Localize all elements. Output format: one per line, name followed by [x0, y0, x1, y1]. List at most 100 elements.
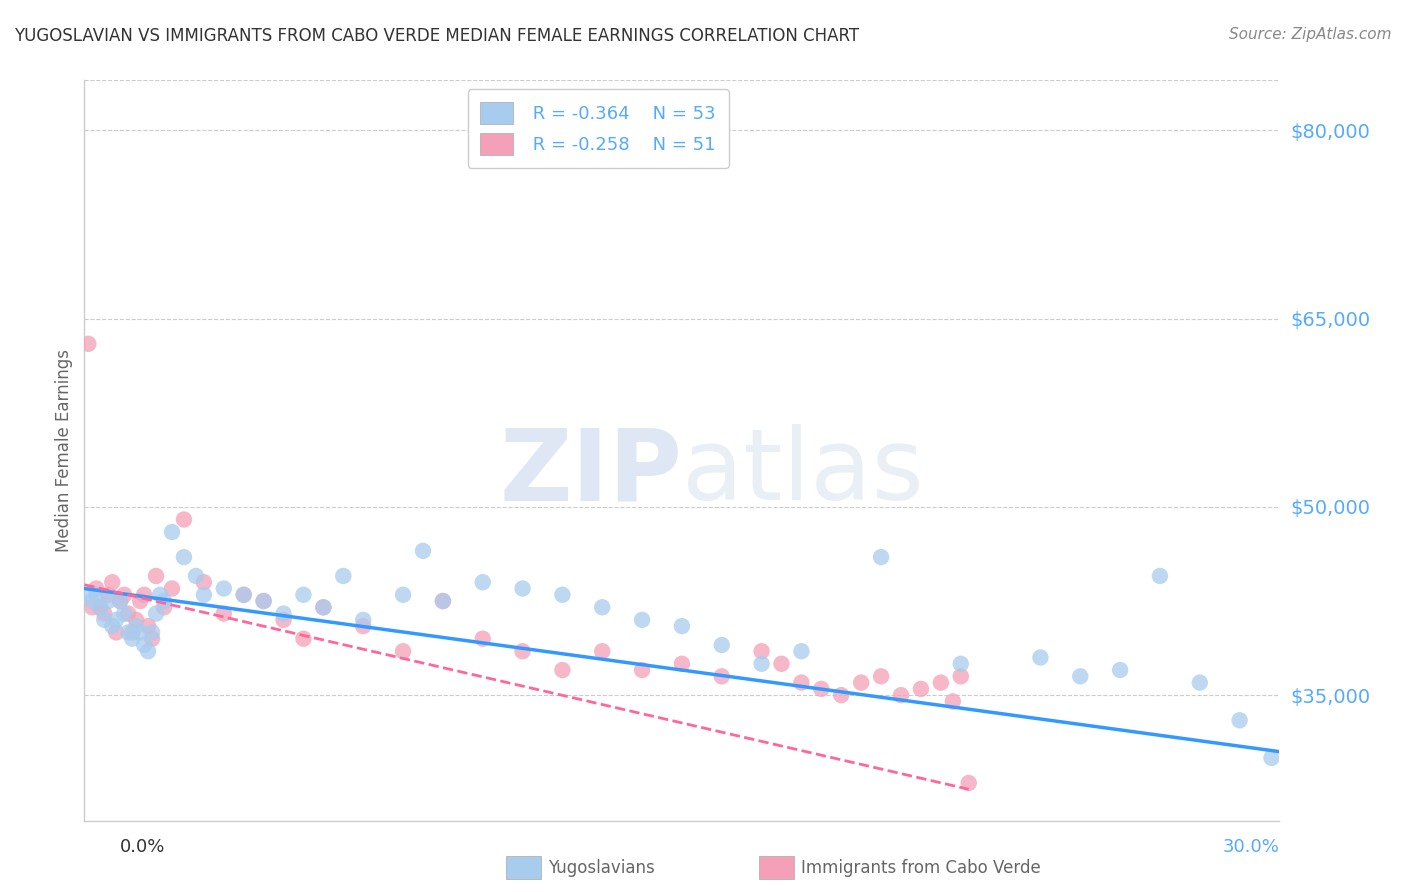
- Point: [957, 776, 980, 790]
- Point: [1149, 569, 1171, 583]
- Point: [101, 619, 124, 633]
- Point: [149, 588, 172, 602]
- Text: ZIP: ZIP: [499, 425, 682, 521]
- Point: [77, 336, 100, 351]
- Text: Immigrants from Cabo Verde: Immigrants from Cabo Verde: [801, 859, 1042, 877]
- Point: [77, 588, 100, 602]
- Text: Yugoslavians: Yugoslavians: [548, 859, 655, 877]
- Point: [117, 607, 139, 621]
- Point: [551, 663, 574, 677]
- Point: [1109, 663, 1132, 677]
- Point: [121, 632, 143, 646]
- Point: [1188, 675, 1211, 690]
- Point: [105, 613, 128, 627]
- Point: [273, 607, 295, 621]
- Text: 0.0%: 0.0%: [120, 838, 165, 856]
- Point: [184, 569, 207, 583]
- Point: [132, 638, 156, 652]
- Point: [929, 675, 952, 690]
- Point: [671, 657, 693, 671]
- Y-axis label: Median Female Earnings: Median Female Earnings: [55, 349, 73, 552]
- Point: [432, 594, 454, 608]
- Point: [671, 619, 693, 633]
- Point: [125, 613, 148, 627]
- Point: [790, 675, 813, 690]
- Point: [512, 582, 534, 596]
- Point: [512, 644, 534, 658]
- Point: [631, 613, 654, 627]
- Point: [129, 625, 152, 640]
- Point: [292, 632, 315, 646]
- Point: [136, 619, 159, 633]
- Point: [86, 588, 108, 602]
- Point: [551, 588, 574, 602]
- Point: [160, 582, 183, 596]
- Point: [949, 657, 972, 671]
- Point: [86, 582, 108, 596]
- Point: [631, 663, 654, 677]
- Point: [110, 594, 132, 608]
- Point: [82, 600, 104, 615]
- Point: [232, 588, 254, 602]
- Point: [352, 619, 374, 633]
- Point: [145, 569, 167, 583]
- Point: [89, 600, 111, 615]
- Point: [770, 657, 793, 671]
- Point: [160, 524, 183, 539]
- Point: [810, 681, 832, 696]
- Point: [591, 644, 613, 658]
- Point: [129, 594, 152, 608]
- Point: [145, 607, 167, 621]
- Point: [1069, 669, 1091, 683]
- Point: [830, 688, 852, 702]
- Point: [591, 600, 613, 615]
- Point: [273, 613, 295, 627]
- Point: [153, 600, 176, 615]
- Point: [949, 669, 972, 683]
- Point: [751, 644, 773, 658]
- Point: [870, 669, 893, 683]
- Point: [471, 632, 494, 646]
- Point: [352, 613, 374, 627]
- Point: [112, 607, 135, 621]
- Point: [232, 588, 254, 602]
- Point: [312, 600, 335, 615]
- Legend:  R = -0.364    N = 53,  R = -0.258    N = 51: R = -0.364 N = 53, R = -0.258 N = 51: [468, 89, 728, 168]
- Point: [471, 575, 494, 590]
- Point: [292, 588, 315, 602]
- Point: [890, 688, 912, 702]
- Point: [942, 694, 965, 708]
- Point: [89, 600, 111, 615]
- Point: [97, 594, 120, 608]
- Point: [93, 607, 115, 621]
- Point: [253, 594, 276, 608]
- Point: [125, 619, 148, 633]
- Text: Source: ZipAtlas.com: Source: ZipAtlas.com: [1229, 27, 1392, 42]
- Point: [173, 550, 195, 565]
- Point: [101, 575, 124, 590]
- Point: [332, 569, 354, 583]
- Point: [851, 675, 873, 690]
- Point: [121, 625, 143, 640]
- Point: [136, 644, 159, 658]
- Point: [132, 588, 156, 602]
- Point: [153, 594, 176, 608]
- Text: YUGOSLAVIAN VS IMMIGRANTS FROM CABO VERDE MEDIAN FEMALE EARNINGS CORRELATION CHA: YUGOSLAVIAN VS IMMIGRANTS FROM CABO VERD…: [14, 27, 859, 45]
- Point: [392, 588, 415, 602]
- Point: [1229, 713, 1251, 727]
- Point: [141, 625, 163, 640]
- Point: [117, 625, 139, 640]
- Point: [105, 625, 128, 640]
- Point: [312, 600, 335, 615]
- Point: [82, 594, 104, 608]
- Text: 30.0%: 30.0%: [1223, 838, 1279, 856]
- Point: [141, 632, 163, 646]
- Point: [910, 681, 932, 696]
- Point: [193, 575, 215, 590]
- Point: [790, 644, 813, 658]
- Point: [751, 657, 773, 671]
- Point: [212, 582, 235, 596]
- Point: [173, 512, 195, 526]
- Point: [93, 613, 115, 627]
- Point: [392, 644, 415, 658]
